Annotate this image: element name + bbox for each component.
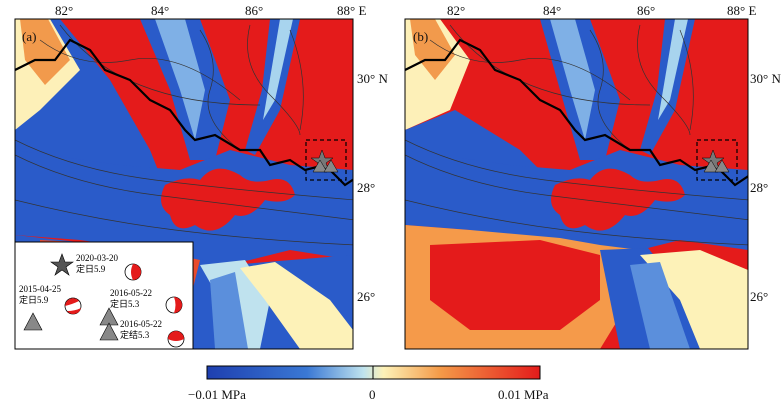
legend-date-1: 2020-03-20 <box>76 253 118 263</box>
legend: 2020-03-20 定日5.9 2015-04-25 定日5.9 2016-0… <box>14 241 194 350</box>
triangle-icon <box>312 159 328 173</box>
lat-tick: 26° <box>357 289 376 304</box>
study-area-box-b <box>696 139 738 181</box>
legend-date-4: 2016-05-22 <box>120 319 162 329</box>
lat-tick: 28° <box>750 180 769 195</box>
legend-place-4: 定结5.3 <box>120 329 150 340</box>
triangle-icon <box>99 322 119 341</box>
lon-tick: 86° <box>245 3 264 18</box>
triangle-icon <box>714 159 730 173</box>
lon-tick: 88° E <box>727 3 757 18</box>
panel-b-label: (b) <box>413 29 429 44</box>
beachball-icon <box>124 263 142 281</box>
legend-date-3: 2016-05-22 <box>110 288 152 298</box>
lon-tick: 82° <box>447 3 466 18</box>
legend-place-2: 定日5.9 <box>19 294 49 305</box>
study-area-box-a <box>305 139 347 181</box>
panel-a-label: (a) <box>22 29 37 44</box>
triangle-icon <box>23 312 43 331</box>
lon-tick: 88° E <box>337 3 367 18</box>
star-icon <box>50 253 74 276</box>
colorbar-min-label: −0.01 MPa <box>188 387 246 402</box>
colorbar <box>206 365 541 380</box>
triangle-icon <box>323 159 339 173</box>
beachball-icon <box>165 296 183 314</box>
lon-tick: 86° <box>637 3 656 18</box>
beachball-icon <box>64 297 82 315</box>
colorbar-mid-label: 0 <box>369 387 376 402</box>
colorbar-max-label: 0.01 MPa <box>498 387 549 402</box>
panel-b-field <box>405 19 748 349</box>
beachball-icon <box>167 330 185 348</box>
lat-tick: 30° N <box>750 71 781 86</box>
legend-place-1: 定日5.9 <box>76 263 106 274</box>
lon-tick: 84° <box>151 3 170 18</box>
lat-tick: 30° N <box>357 71 388 86</box>
lon-tick: 84° <box>543 3 562 18</box>
triangle-icon <box>703 159 719 173</box>
lon-tick: 82° <box>55 3 74 18</box>
lat-tick: 28° <box>357 180 376 195</box>
legend-place-3: 定日5.3 <box>110 298 140 309</box>
lat-tick: 26° <box>750 289 769 304</box>
legend-date-2: 2015-04-25 <box>19 284 61 294</box>
